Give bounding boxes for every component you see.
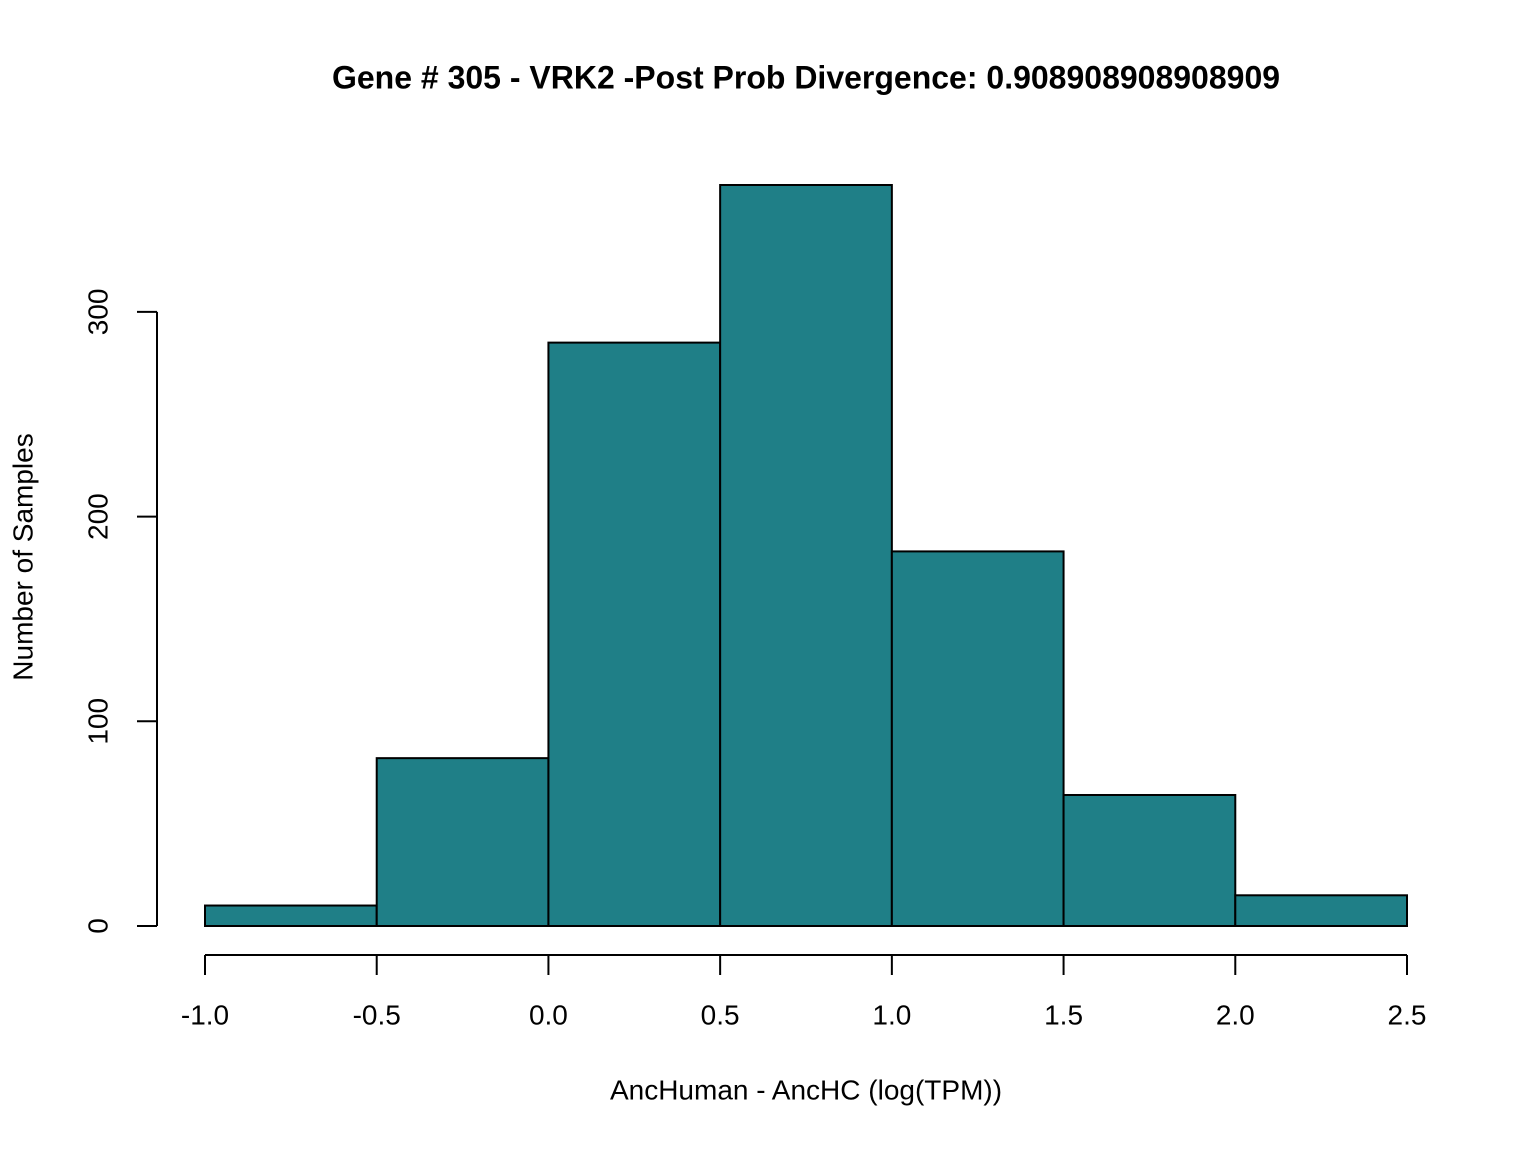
chart-title: Gene # 305 - VRK2 -Post Prob Divergence:…: [332, 59, 1280, 95]
x-tick-label: 2.0: [1216, 999, 1255, 1030]
y-axis-label: Number of Samples: [7, 433, 38, 680]
x-tick-label: 0.0: [529, 999, 568, 1030]
x-axis-label: AncHuman - AncHC (log(TPM)): [610, 1074, 1002, 1105]
bar: [375, 757, 550, 927]
bar: [204, 904, 378, 928]
x-tick-label: -0.5: [353, 999, 401, 1030]
bar: [890, 550, 1065, 927]
y-tick-label: 0: [82, 918, 113, 934]
y-tick-label: 200: [82, 493, 113, 540]
y-tick-label: 100: [82, 698, 113, 745]
x-tick-label: -1.0: [181, 999, 229, 1030]
x-tick-label: 2.5: [1388, 999, 1427, 1030]
bar: [719, 184, 893, 927]
bar: [547, 341, 722, 927]
bar: [1234, 894, 1409, 928]
y-tick-label: 300: [82, 289, 113, 336]
x-tick-label: 1.0: [872, 999, 911, 1030]
bar: [1062, 793, 1237, 927]
x-tick-label: 0.5: [701, 999, 740, 1030]
x-tick-label: 1.5: [1044, 999, 1083, 1030]
